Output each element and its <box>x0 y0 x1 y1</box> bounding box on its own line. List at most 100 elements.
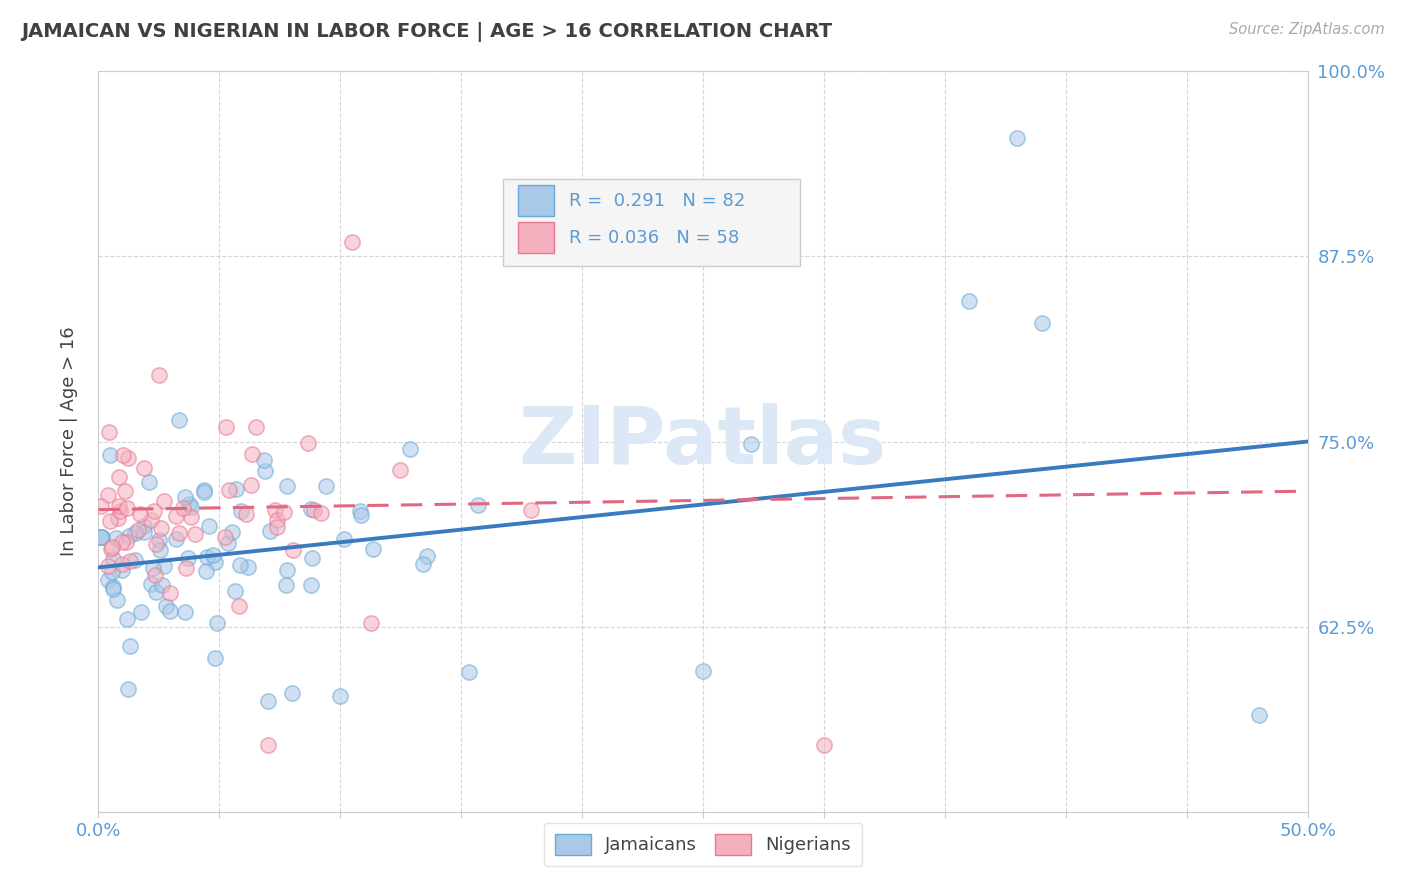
Point <box>692 664 714 678</box>
Point <box>412 557 434 571</box>
Point <box>155 599 177 614</box>
Point <box>238 560 260 574</box>
Point <box>1007 131 1029 145</box>
Point <box>114 483 136 498</box>
Point <box>132 524 155 539</box>
Point <box>281 686 304 700</box>
Point <box>103 582 125 597</box>
Point <box>297 436 319 450</box>
Point <box>129 508 152 522</box>
Point <box>281 543 304 558</box>
Point <box>145 585 167 599</box>
Point <box>301 550 323 565</box>
Point <box>266 512 288 526</box>
Point <box>177 497 200 511</box>
Point <box>139 513 162 527</box>
Point <box>360 616 382 631</box>
Legend: Jamaicans, Nigerians: Jamaicans, Nigerians <box>544 823 862 865</box>
Point <box>110 557 132 571</box>
Point <box>153 493 176 508</box>
Point <box>221 524 243 539</box>
Point <box>957 293 980 308</box>
Point <box>253 452 276 467</box>
Point <box>218 483 240 497</box>
Point <box>813 738 835 752</box>
Point <box>172 500 194 515</box>
Point <box>202 548 225 562</box>
Point <box>111 562 134 576</box>
Point <box>204 650 226 665</box>
Point <box>138 475 160 489</box>
Point <box>98 514 121 528</box>
Point <box>276 479 298 493</box>
Point <box>165 508 187 523</box>
Point <box>329 690 352 704</box>
Point <box>143 568 166 582</box>
Point <box>129 606 152 620</box>
Point <box>256 738 278 752</box>
Point <box>115 612 138 626</box>
Point <box>117 682 139 697</box>
Point <box>165 532 187 546</box>
Point <box>349 504 371 518</box>
Point <box>309 506 332 520</box>
Point <box>458 665 481 679</box>
Point <box>148 368 170 382</box>
Point <box>97 573 120 587</box>
Point <box>193 485 215 500</box>
Point <box>235 508 257 522</box>
Text: R =  0.291   N = 82: R = 0.291 N = 82 <box>569 192 745 210</box>
Point <box>1249 708 1271 723</box>
Point <box>180 500 202 514</box>
Text: R = 0.036   N = 58: R = 0.036 N = 58 <box>569 229 740 247</box>
Point <box>118 554 141 568</box>
Point <box>105 531 128 545</box>
Point <box>253 464 276 478</box>
Text: JAMAICAN VS NIGERIAN IN LABOR FORCE | AGE > 16 CORRELATION CHART: JAMAICAN VS NIGERIAN IN LABOR FORCE | AG… <box>21 22 832 42</box>
Point <box>101 540 124 554</box>
Point <box>159 585 181 599</box>
Point <box>184 526 207 541</box>
Point <box>315 479 337 493</box>
Point <box>150 578 173 592</box>
Point <box>149 521 172 535</box>
Point <box>107 593 129 607</box>
Point <box>100 449 122 463</box>
Point <box>173 605 195 619</box>
Point <box>100 542 122 557</box>
Point <box>225 482 247 496</box>
Point <box>228 558 250 573</box>
Point <box>90 499 112 513</box>
Point <box>259 524 281 539</box>
Point <box>127 523 149 537</box>
Point <box>205 616 228 631</box>
Point <box>108 499 131 513</box>
Point <box>159 604 181 618</box>
Point <box>350 508 373 522</box>
Point <box>204 555 226 569</box>
Point <box>97 488 120 502</box>
Text: ZIPatlas: ZIPatlas <box>519 402 887 481</box>
Point <box>193 483 215 498</box>
Point <box>299 501 322 516</box>
Point <box>276 563 298 577</box>
Point <box>132 519 155 533</box>
Point <box>90 530 112 544</box>
Text: Source: ZipAtlas.com: Source: ZipAtlas.com <box>1229 22 1385 37</box>
Point <box>740 437 762 451</box>
Y-axis label: In Labor Force | Age > 16: In Labor Force | Age > 16 <box>59 326 77 557</box>
Point <box>333 532 356 546</box>
Point <box>96 559 118 574</box>
Point <box>118 529 141 543</box>
Point <box>169 526 191 541</box>
FancyBboxPatch shape <box>517 186 554 217</box>
Point <box>167 412 190 426</box>
Point <box>101 565 124 579</box>
Point <box>91 530 114 544</box>
Point <box>197 519 219 533</box>
Point <box>519 502 541 516</box>
Point <box>266 520 288 534</box>
Point <box>228 599 250 613</box>
Point <box>174 561 197 575</box>
Point <box>142 561 165 575</box>
